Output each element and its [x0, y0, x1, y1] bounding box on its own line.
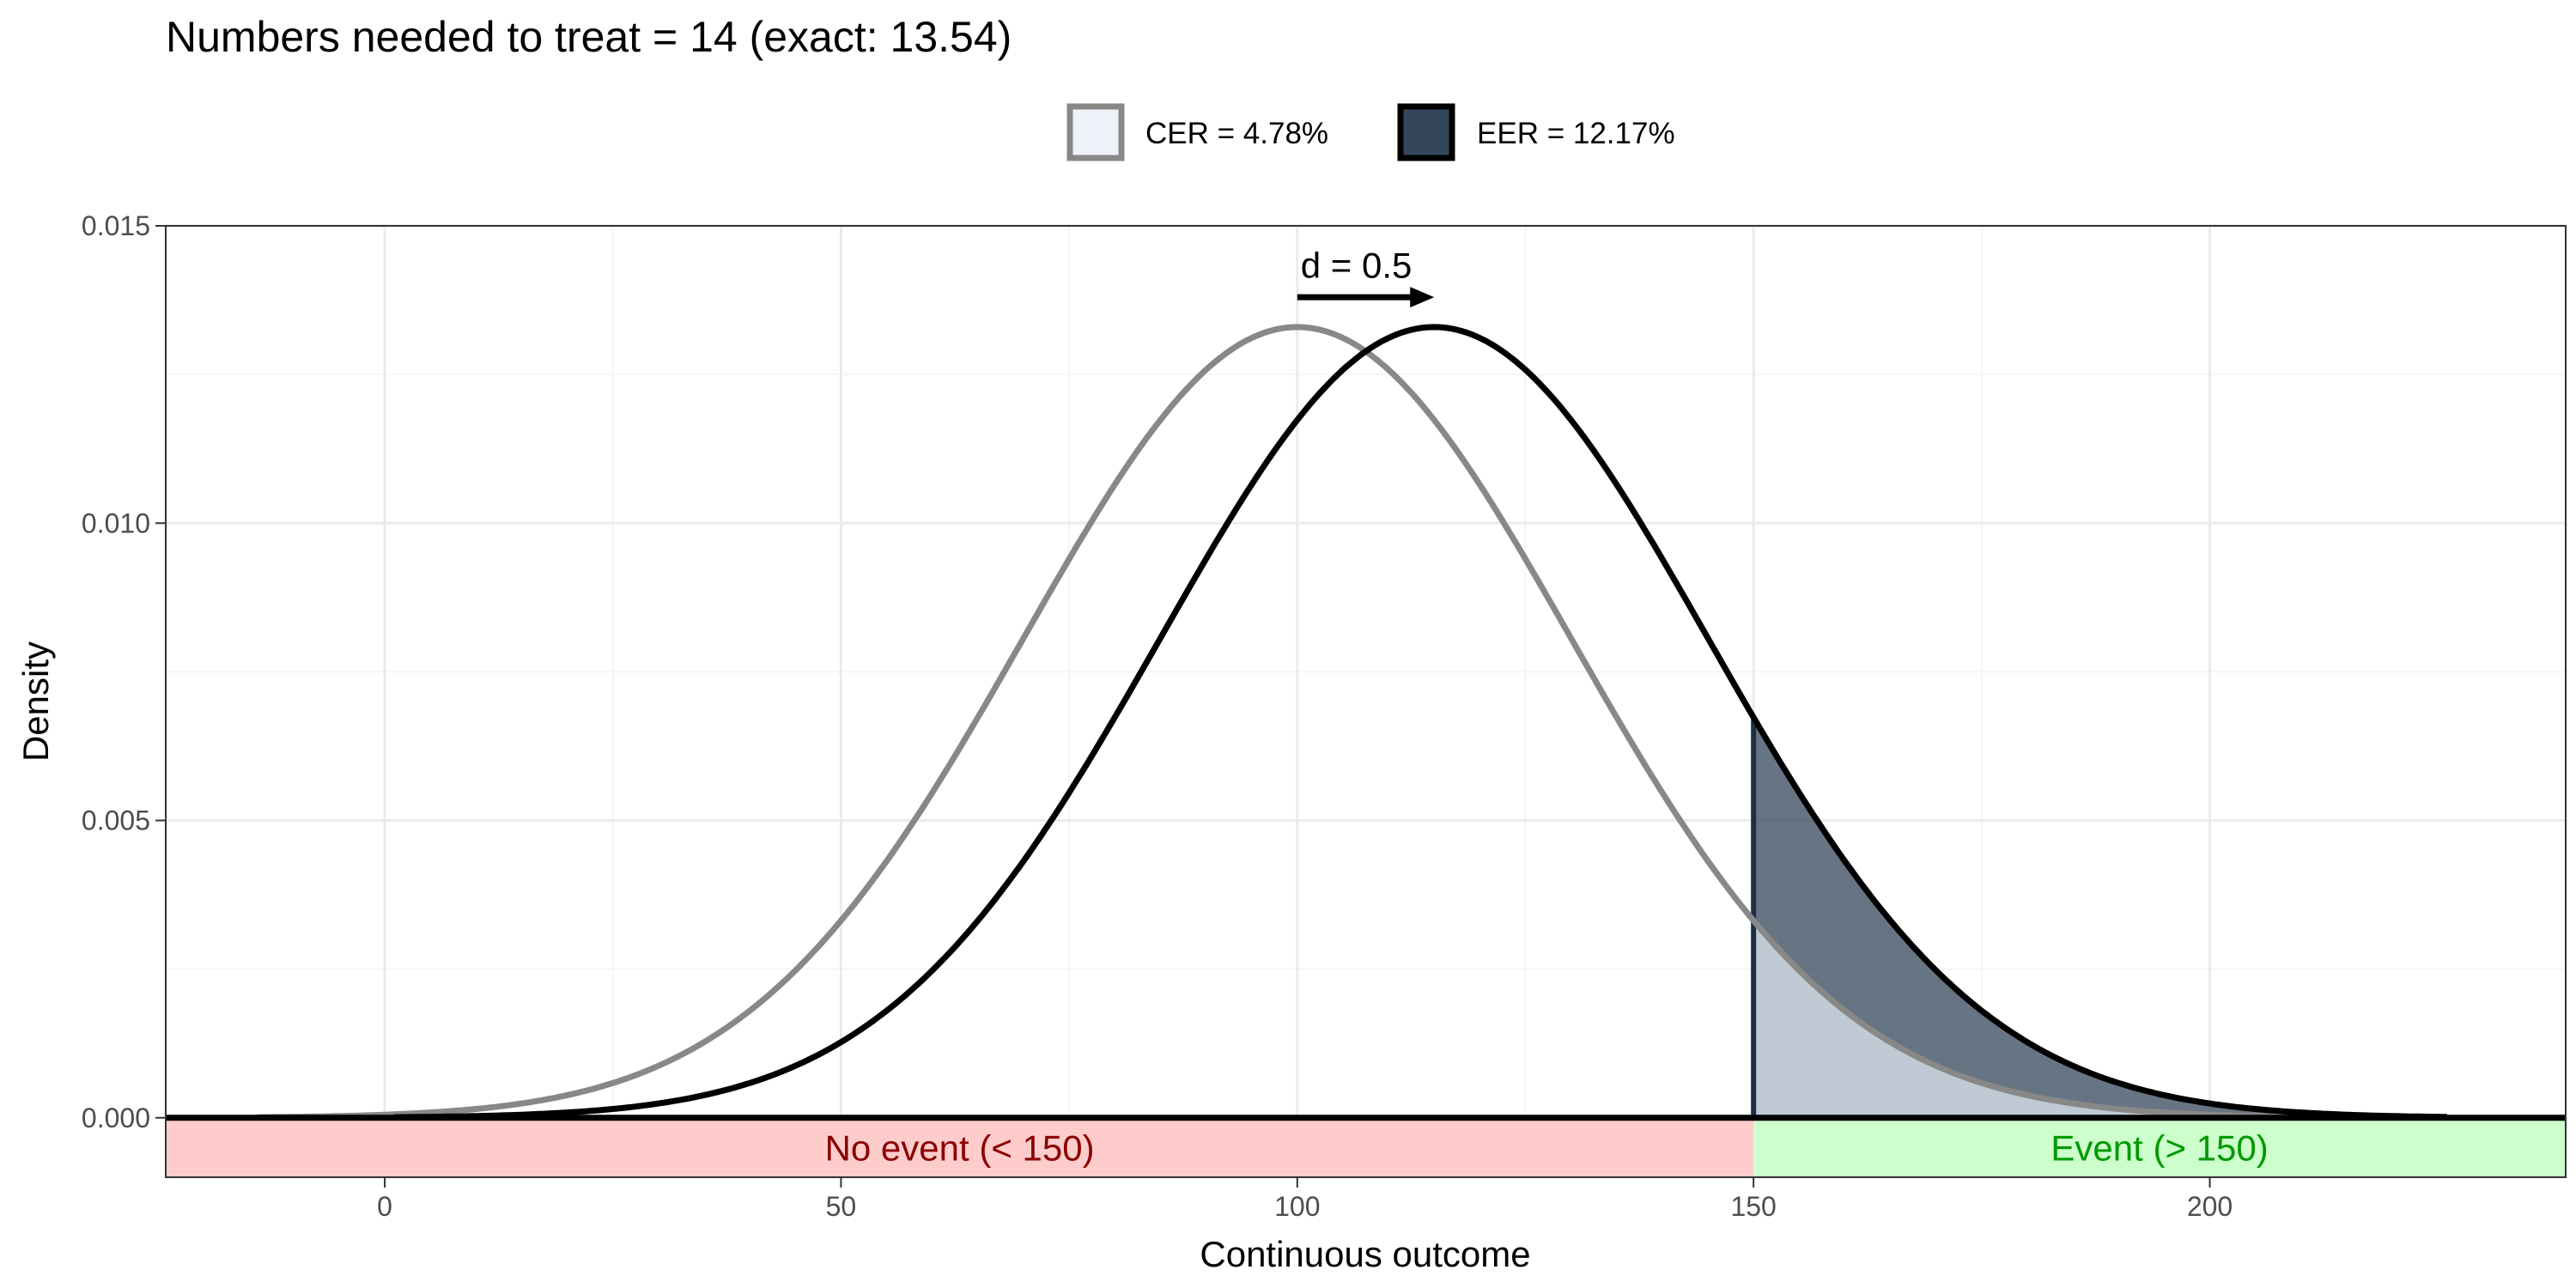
tail-area-1	[1753, 717, 2447, 1118]
shift-annotation: d = 0.5	[1297, 245, 1435, 308]
x-tick-label: 150	[1730, 1191, 1776, 1222]
x-tick-label: 0	[377, 1191, 392, 1222]
region-label-0: No event (< 150)	[825, 1127, 1095, 1168]
shift-arrow-head	[1410, 287, 1435, 308]
legend: CER = 4.78% EER = 12.17%	[1066, 103, 1675, 161]
outcome-bands: No event (< 150) Event (> 150)	[166, 1117, 2566, 1177]
y-tick-label: 0.005	[82, 805, 150, 836]
y-tick-label: 0.000	[82, 1103, 150, 1133]
x-tick-label: 100	[1274, 1191, 1320, 1222]
legend-swatch-eer	[1397, 103, 1455, 161]
region-band-0	[166, 1117, 1754, 1177]
legend-label-cer: CER = 4.78%	[1145, 117, 1328, 150]
y-axis-title: Density	[15, 641, 56, 762]
shift-label: d = 0.5	[1301, 245, 1413, 285]
x-tick-label: 200	[2187, 1191, 2233, 1222]
density-curve-0	[257, 324, 2311, 1121]
legend-label-eer: EER = 12.17%	[1477, 117, 1675, 150]
grid	[166, 224, 2566, 1177]
region-label-1: Event (> 150)	[2050, 1127, 2268, 1168]
y-tick-label: 0.010	[82, 507, 150, 538]
density-curves	[166, 324, 2566, 1121]
chart-title: Numbers needed to treat = 14 (exact: 13.…	[166, 13, 1012, 61]
axes: 0 50 100 150 200 0.000 0.005 0.010 0.015	[82, 210, 2233, 1222]
legend-swatch-cer	[1066, 103, 1125, 161]
region-band-1	[1753, 1117, 2566, 1177]
tail-area-0	[1753, 920, 2311, 1118]
x-axis-title: Continuous outcome	[1200, 1234, 1530, 1274]
x-tick-label: 50	[826, 1191, 857, 1222]
density-curve-1	[393, 324, 2447, 1121]
panel-border	[165, 225, 2567, 1178]
y-tick-label: 0.015	[82, 210, 150, 241]
